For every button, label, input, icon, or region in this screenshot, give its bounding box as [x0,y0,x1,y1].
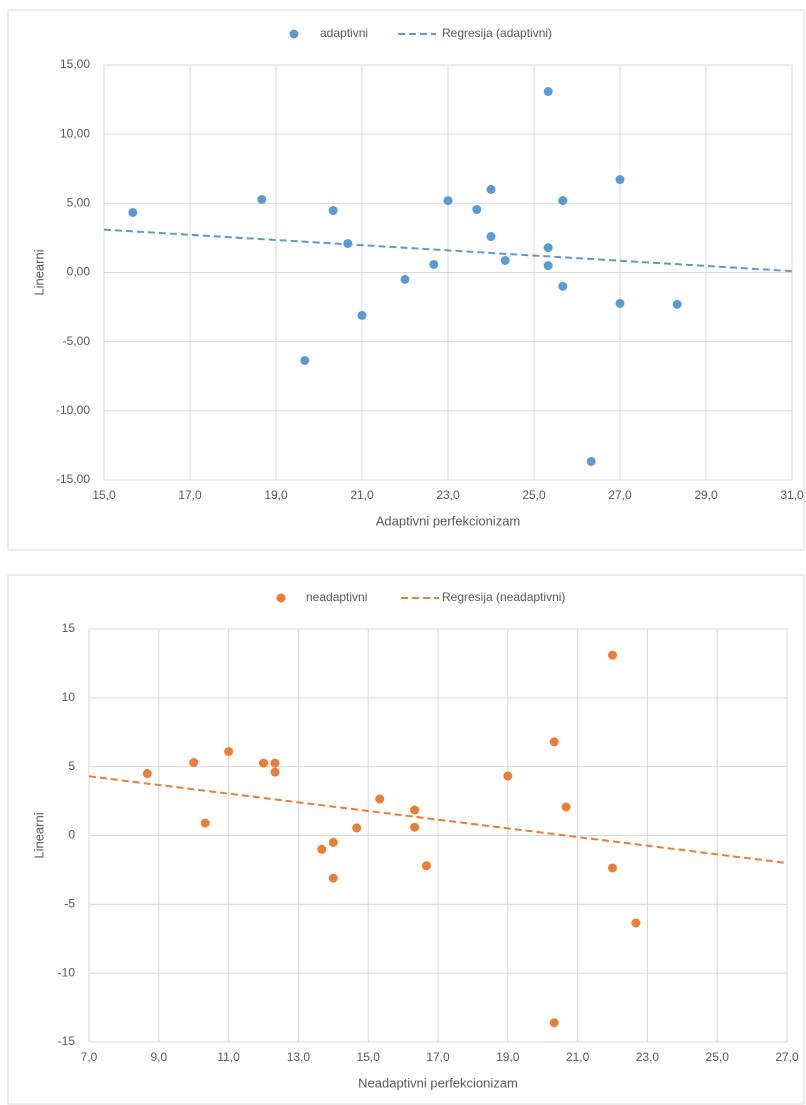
regression-line [103,228,793,273]
x-tick-label: 21,0 [350,488,374,502]
legend-marker [276,593,286,603]
y-tick-label: -10 [58,965,76,979]
point [410,822,420,832]
x-tick-label: 15,0 [92,488,116,502]
point [672,299,682,309]
y-tick-label: -15,00 [56,472,90,486]
x-tick-label: 25,0 [706,1050,730,1064]
point [472,205,482,215]
legend-label: Regresija (adaptivni) [442,26,552,40]
point [200,818,210,828]
point [543,261,553,271]
point [224,747,234,757]
y-tick-label: 10 [62,690,76,704]
chart-border [7,574,805,1105]
point [421,861,431,871]
point [328,873,338,883]
point [375,794,385,804]
point [558,196,568,206]
y-tick-label: -10,00 [56,403,90,417]
point [486,232,496,242]
point [486,185,496,194]
x-tick-label: 31,0 [780,488,804,502]
y-tick-label: 15 [62,621,76,635]
legend-label: Regresija (neadaptivni) [442,590,565,604]
point [631,918,641,928]
point [503,771,513,781]
point [500,255,510,265]
y-tick-label: -5,00 [63,334,91,348]
point [128,207,138,217]
regression-line [88,775,788,865]
point [561,802,571,812]
y-tick-label: 10,00 [60,126,90,140]
point [352,823,362,833]
legend-label: neadaptivni [306,590,367,604]
y-tick-label: 15,00 [60,57,90,71]
x-tick-label: 27,0 [608,488,632,502]
point [189,758,199,768]
legend-marker [289,29,299,39]
x-tick-label: 7,0 [81,1050,98,1064]
y-axis-title: Linearni [31,249,46,295]
x-tick-label: 29,0 [694,488,718,502]
point [543,243,553,253]
point [615,298,625,308]
point [586,456,596,466]
point [328,837,338,847]
x-tick-label: 23,0 [636,1050,660,1064]
x-tick-label: 11,0 [217,1050,240,1064]
point [549,1018,559,1028]
y-tick-label: 5,00 [67,196,91,210]
x-tick-label: 15,0 [357,1050,381,1064]
legend-label: adaptivni [320,26,368,40]
point [328,206,338,216]
point [300,355,310,365]
point [270,758,280,768]
x-tick-label: 25,0 [522,488,546,502]
x-tick-label: 17,0 [178,488,202,502]
y-tick-label: -5 [64,897,75,911]
x-axis-title: Adaptivni perfekcionizam [376,513,521,528]
x-tick-label: 19,0 [496,1050,520,1064]
x-tick-label: 19,0 [264,488,288,502]
y-tick-label: 0,00 [67,265,91,279]
point [443,196,453,206]
x-tick-label: 23,0 [436,488,460,502]
y-tick-label: 0 [68,828,75,842]
point [608,650,617,660]
x-tick-label: 13,0 [287,1050,311,1064]
point [549,737,559,747]
point [608,863,617,873]
x-tick-label: 9,0 [150,1050,167,1064]
point [257,194,267,204]
point [142,769,152,779]
point [270,767,280,777]
point [543,87,553,97]
point [400,274,410,284]
x-tick-label: 27,0 [775,1050,799,1064]
point [357,310,367,320]
point [317,844,327,854]
x-tick-label: 21,0 [566,1050,590,1064]
y-tick-label: 5 [68,759,75,773]
x-axis-title: Neadaptivni perfekcionizam [358,1075,518,1090]
x-tick-label: 17,0 [426,1050,450,1064]
point [615,175,625,185]
y-tick-label: -15 [58,1034,76,1048]
point [410,805,420,815]
point [558,281,568,291]
point [429,259,439,269]
y-axis-title: Linearni [31,812,46,858]
point [259,758,268,768]
